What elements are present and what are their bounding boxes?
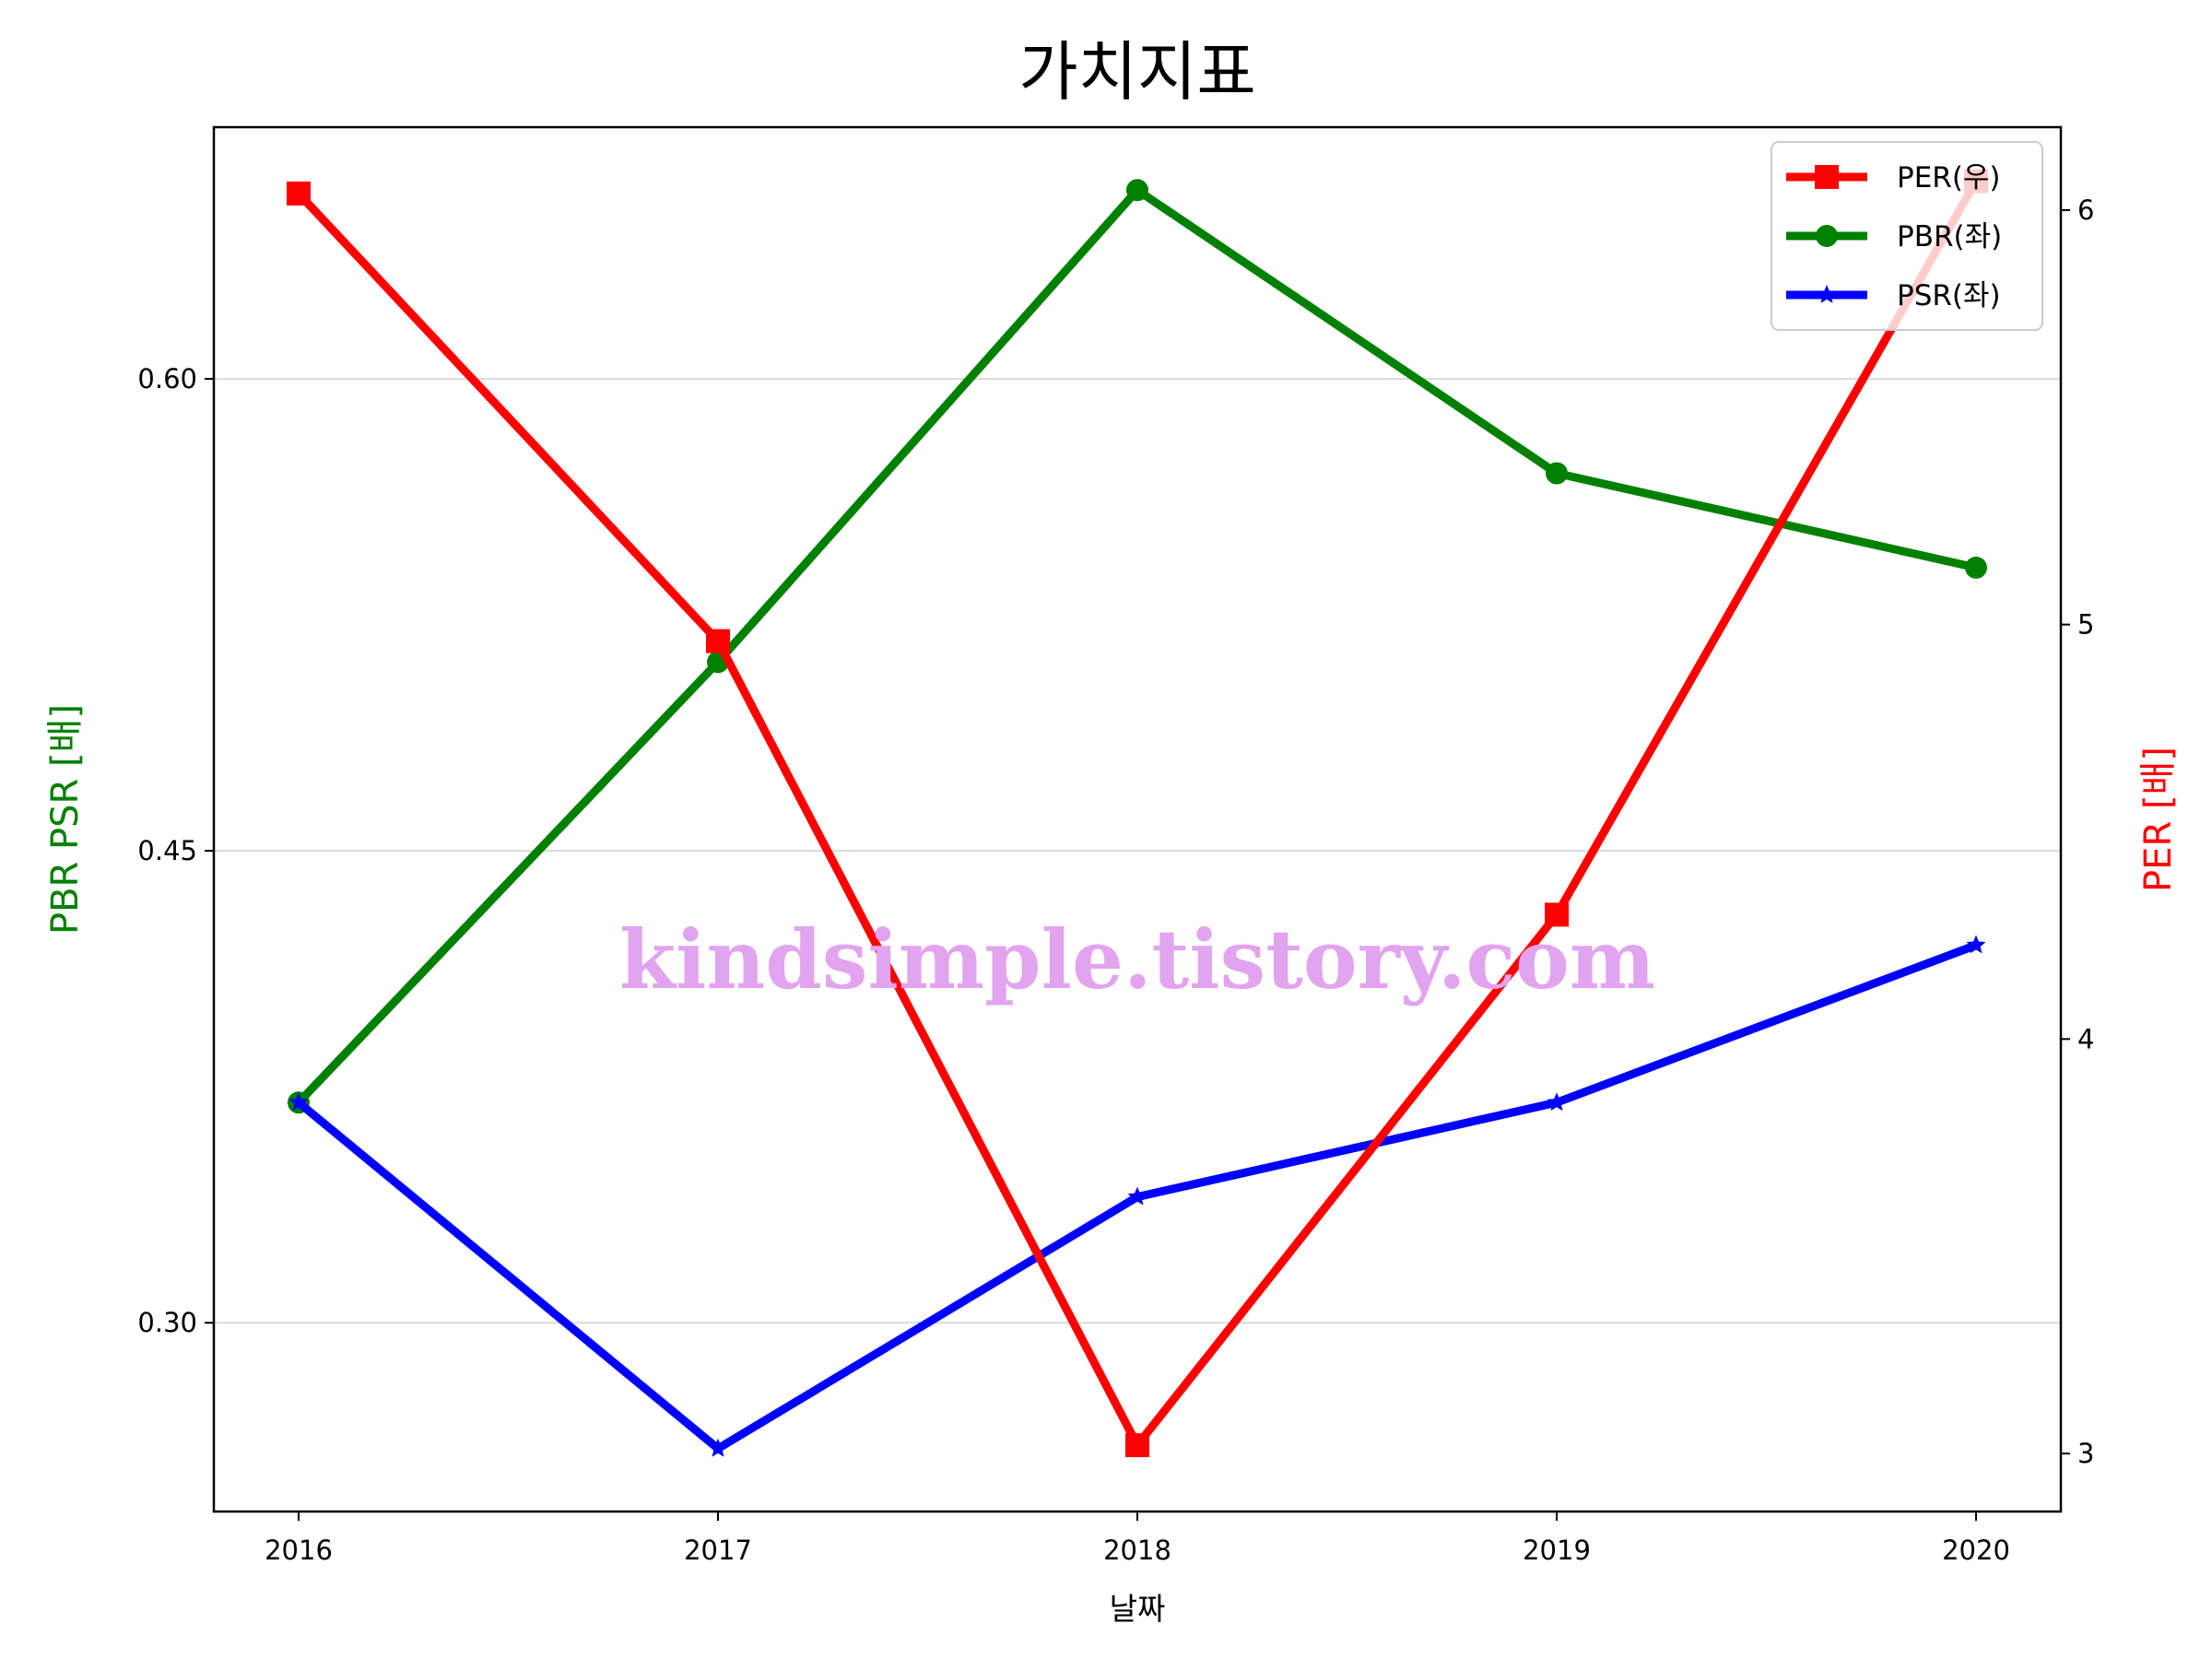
y-left-tick-label: 0.45 xyxy=(137,835,197,866)
y-axis-right-ticks: 3 4 5 6 xyxy=(2061,194,2094,1469)
x-axis-ticks: 2016 2017 2018 2019 2020 xyxy=(265,1512,2010,1566)
legend-label: PBR(좌) xyxy=(1897,220,2002,253)
y-left-tick-label: 0.60 xyxy=(137,363,197,394)
y-right-tick-label: 4 xyxy=(2077,1023,2094,1054)
data-point xyxy=(287,181,311,206)
y-left-tick-label: 0.30 xyxy=(137,1307,197,1338)
legend-label: PSR(좌) xyxy=(1897,279,2001,312)
x-tick-label: 2016 xyxy=(265,1535,333,1566)
series-square xyxy=(287,169,1988,1458)
data-point xyxy=(708,1438,728,1457)
y-right-tick-label: 6 xyxy=(2077,194,2094,226)
data-point xyxy=(1125,1433,1149,1458)
data-point xyxy=(1545,902,1569,927)
y-axis-left-title: PBR PSR [배] xyxy=(44,704,87,935)
series-star xyxy=(288,935,1986,1457)
data-point xyxy=(1546,462,1568,485)
data-point xyxy=(288,1092,309,1112)
y-axis-right-title: PER [배] xyxy=(2137,747,2180,892)
y-right-tick-label: 5 xyxy=(2077,609,2094,641)
data-point xyxy=(1547,1092,1567,1112)
y-axis-left-ticks: 0.30 0.45 0.60 xyxy=(137,363,214,1338)
watermark-text: kindsimple.tistory.com xyxy=(619,912,1655,1007)
y-right-tick-label: 3 xyxy=(2077,1438,2094,1469)
x-tick-label: 2018 xyxy=(1103,1535,1171,1566)
data-point xyxy=(706,629,730,653)
legend: PER(우) PBR(좌) PSR(좌) xyxy=(1771,141,2043,331)
legend-marker xyxy=(1816,225,1838,247)
x-axis-title: 날짜 xyxy=(1110,1591,1166,1627)
legend-marker xyxy=(1815,165,1839,189)
data-point xyxy=(1126,179,1148,202)
grid-lines xyxy=(214,378,2061,1324)
data-point xyxy=(1127,1186,1147,1206)
legend-label: PER(우) xyxy=(1897,161,2001,194)
chart-title: 가치지표 xyxy=(1018,34,1256,110)
x-tick-label: 2019 xyxy=(1523,1535,1591,1566)
legend-box xyxy=(1771,141,2043,331)
series-line xyxy=(294,177,1981,1450)
data-point xyxy=(1966,935,1986,954)
x-tick-label: 2017 xyxy=(684,1535,752,1566)
data-point xyxy=(1965,556,1987,579)
x-tick-label: 2020 xyxy=(1942,1535,2010,1566)
legend-marker xyxy=(1817,285,1837,303)
plot-series xyxy=(287,169,1988,1458)
plot-frame xyxy=(212,125,2063,1513)
